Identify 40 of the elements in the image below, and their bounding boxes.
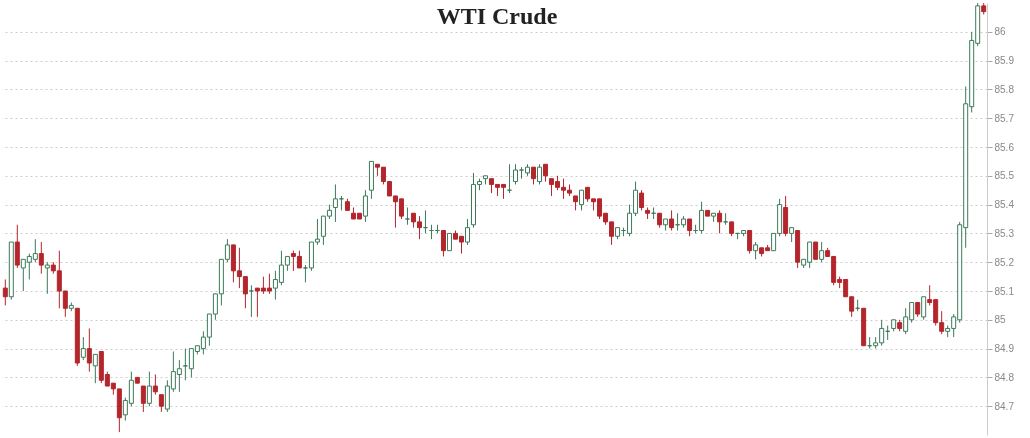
y-tick-label: 85.7 [994, 112, 1015, 124]
y-tick-label: 85.4 [994, 199, 1015, 211]
candlestick [440, 230, 446, 257]
candlestick [86, 327, 92, 373]
candlestick [669, 209, 675, 232]
y-tick-label: 85.5 [994, 170, 1015, 182]
candlestick [44, 261, 50, 295]
candlestick [140, 385, 146, 413]
y-tick-label: 85.6 [994, 141, 1015, 153]
candlestick [14, 224, 20, 269]
candlestick [38, 241, 44, 275]
candlestick [152, 374, 158, 396]
candlestick [182, 348, 188, 381]
y-tick-label: 85.8 [994, 83, 1015, 95]
y-tick-label: 85.9 [994, 55, 1015, 67]
candlestick [747, 230, 753, 255]
candlestick [146, 371, 152, 407]
candlestick [404, 206, 410, 226]
candlestick [717, 209, 723, 234]
candlestick [513, 163, 519, 185]
candlestick [362, 189, 368, 223]
candlestick [92, 353, 98, 384]
chart-title: WTI Crude [436, 3, 558, 29]
candlestick [819, 241, 825, 263]
y-tick-label: 85.1 [994, 285, 1015, 297]
candlestick [579, 189, 585, 211]
candlestick [2, 278, 8, 306]
candlestick [80, 336, 86, 361]
y-tick-label: 84.9 [994, 343, 1015, 355]
candlestick [921, 296, 927, 321]
y-tick-label: 85.3 [994, 227, 1015, 239]
candlestick [639, 189, 645, 211]
y-tick-label: 86 [994, 26, 1007, 38]
y-tick-label: 85.2 [994, 256, 1015, 268]
candlestick [537, 163, 543, 185]
y-tick-label: 84.7 [994, 400, 1015, 412]
y-tick-label: 85 [994, 314, 1007, 326]
candlestick [464, 218, 470, 246]
y-tick-label: 84.8 [994, 371, 1015, 383]
candlestick [248, 284, 254, 318]
